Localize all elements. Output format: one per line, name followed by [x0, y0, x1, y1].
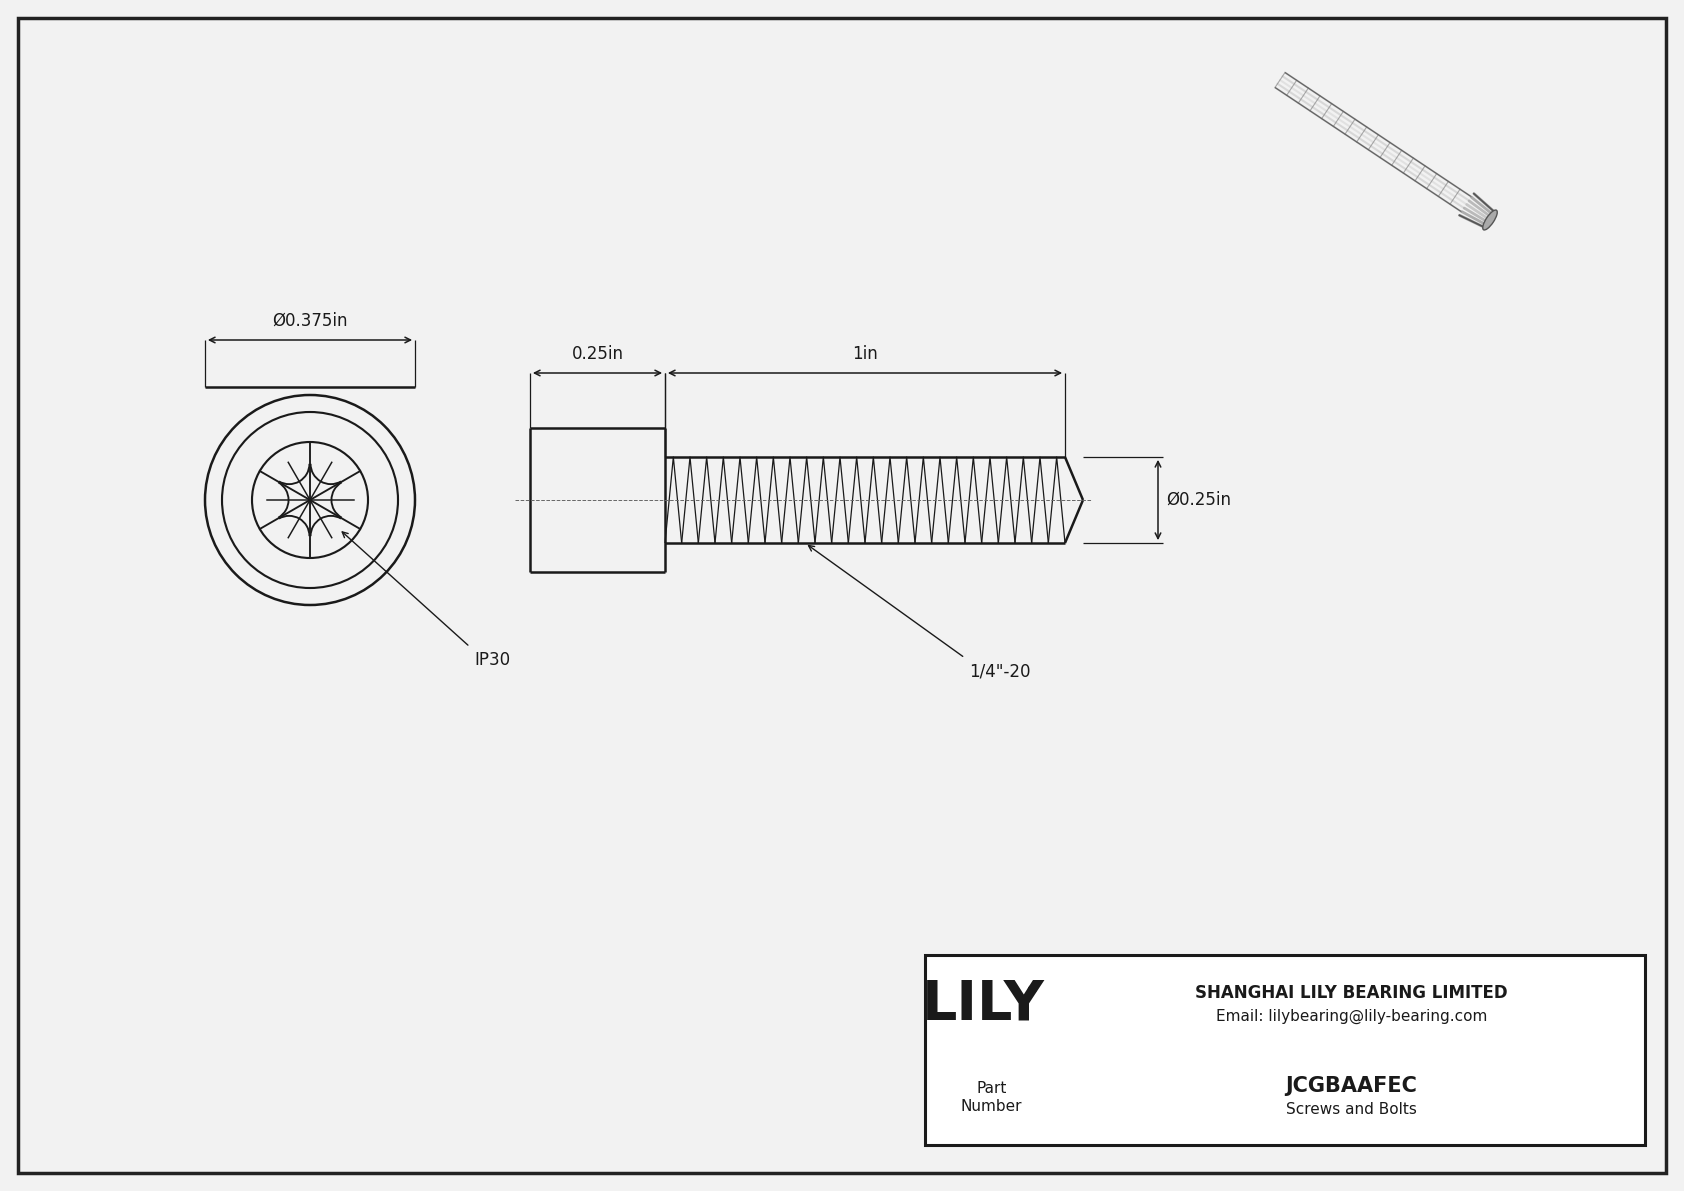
Text: 0.25in: 0.25in — [571, 345, 623, 363]
Text: Email: lilybearing@lily-bearing.com: Email: lilybearing@lily-bearing.com — [1216, 1009, 1487, 1024]
Text: 1in: 1in — [852, 345, 877, 363]
Bar — [925, 955, 1645, 1145]
Text: Ø0.375in: Ø0.375in — [273, 312, 349, 330]
Text: 1/4"-20: 1/4"-20 — [968, 662, 1031, 680]
Text: ®: ® — [1026, 984, 1037, 997]
Text: SHANGHAI LILY BEARING LIMITED: SHANGHAI LILY BEARING LIMITED — [1196, 984, 1507, 1002]
Ellipse shape — [1482, 210, 1497, 230]
Text: IP30: IP30 — [473, 651, 510, 669]
Text: Ø0.25in: Ø0.25in — [1165, 491, 1231, 509]
Text: Screws and Bolts: Screws and Bolts — [1287, 1102, 1416, 1117]
Text: LILY: LILY — [923, 978, 1046, 1031]
Text: Part
Number: Part Number — [962, 1081, 1022, 1114]
Text: JCGBAAFEC: JCGBAAFEC — [1285, 1075, 1418, 1096]
